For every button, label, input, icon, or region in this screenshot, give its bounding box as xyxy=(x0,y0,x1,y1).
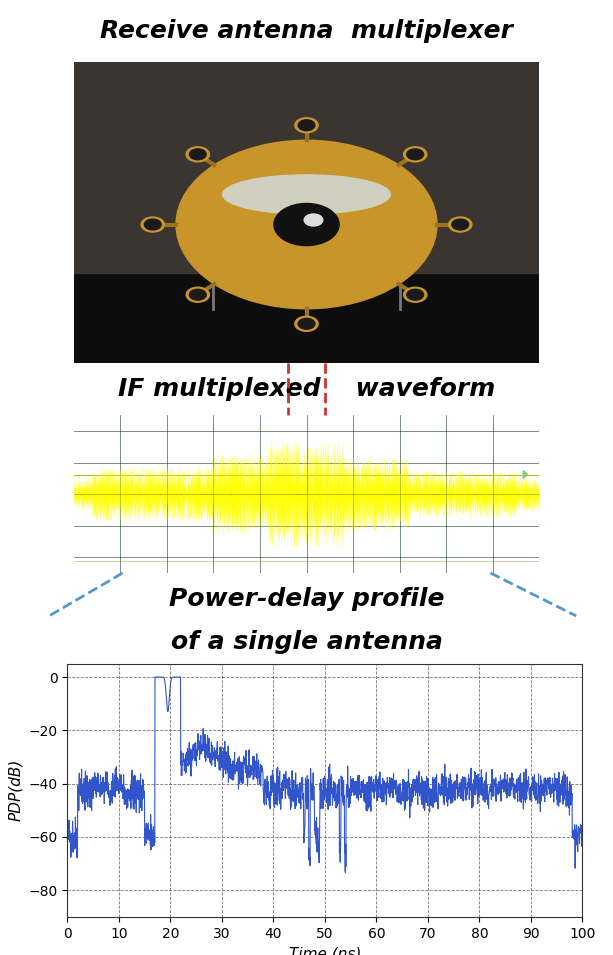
Bar xyxy=(74,273,539,363)
Circle shape xyxy=(298,318,315,329)
Circle shape xyxy=(274,203,339,245)
Circle shape xyxy=(452,219,468,230)
Circle shape xyxy=(403,147,427,161)
Circle shape xyxy=(141,217,164,232)
Circle shape xyxy=(189,149,206,159)
Y-axis label: PDP(dB): PDP(dB) xyxy=(8,759,23,821)
X-axis label: Time (ns): Time (ns) xyxy=(289,946,361,955)
Text: of a single antenna: of a single antenna xyxy=(170,629,443,654)
Circle shape xyxy=(304,214,323,226)
Circle shape xyxy=(449,217,472,232)
Bar xyxy=(74,62,539,273)
Circle shape xyxy=(295,316,318,331)
Circle shape xyxy=(176,140,437,308)
Circle shape xyxy=(298,119,315,131)
Circle shape xyxy=(186,147,210,161)
Polygon shape xyxy=(523,471,528,478)
Circle shape xyxy=(403,287,427,302)
Circle shape xyxy=(407,149,424,159)
Circle shape xyxy=(407,289,424,300)
Text: IF multiplexed    waveform: IF multiplexed waveform xyxy=(118,377,495,401)
Text: Receive antenna  multiplexer: Receive antenna multiplexer xyxy=(100,19,513,43)
Ellipse shape xyxy=(223,175,390,214)
Circle shape xyxy=(189,289,206,300)
Text: Power-delay profile: Power-delay profile xyxy=(169,586,444,611)
Circle shape xyxy=(145,219,161,230)
Circle shape xyxy=(295,117,318,133)
Circle shape xyxy=(186,287,210,302)
